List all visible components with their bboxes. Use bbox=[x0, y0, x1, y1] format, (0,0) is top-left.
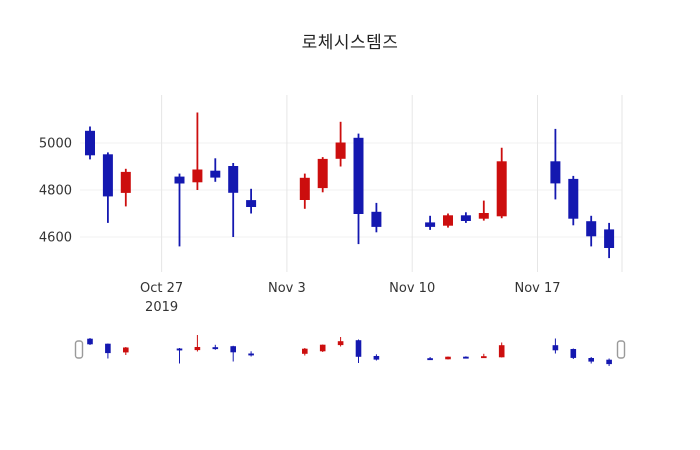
x-tick-sublabel: 2019 bbox=[145, 300, 178, 315]
mini-candle-body bbox=[498, 345, 505, 358]
candle-body[interactable] bbox=[586, 221, 597, 237]
mini-candle-body bbox=[480, 356, 487, 359]
candle-body[interactable] bbox=[120, 171, 131, 193]
candle-body[interactable] bbox=[299, 177, 310, 201]
x-tick-label: Nov 3 bbox=[268, 281, 306, 296]
candles-layer[interactable] bbox=[85, 112, 615, 259]
mini-candle-body bbox=[606, 359, 612, 365]
candle-body[interactable] bbox=[496, 161, 507, 217]
candle-body[interactable] bbox=[443, 215, 453, 226]
range-slider[interactable] bbox=[74, 335, 626, 366]
y-tick-label: 4600 bbox=[39, 231, 72, 246]
candle-body[interactable] bbox=[102, 154, 113, 197]
mini-candle-body bbox=[552, 345, 559, 351]
mini-candle-body bbox=[194, 346, 201, 351]
candle-body[interactable] bbox=[210, 170, 221, 178]
x-tick-label: Oct 27 bbox=[140, 281, 183, 296]
mini-candle-body bbox=[176, 348, 183, 351]
mini-candle-body bbox=[427, 358, 433, 361]
candle-body[interactable] bbox=[317, 158, 328, 189]
mini-candle-body bbox=[319, 344, 326, 352]
mini-candle-body bbox=[355, 340, 362, 357]
mini-candle-body bbox=[123, 347, 129, 353]
y-axis: 5000 4800 4600 bbox=[39, 137, 72, 246]
candle-body[interactable] bbox=[335, 142, 346, 159]
mini-candle-body bbox=[445, 356, 451, 360]
mini-candle-body bbox=[248, 353, 254, 356]
x-tick-label: Nov 10 bbox=[389, 281, 435, 296]
x-tick-label: Nov 17 bbox=[514, 281, 560, 296]
candle-body[interactable] bbox=[192, 169, 203, 183]
candle-body[interactable] bbox=[478, 213, 489, 219]
candle-body[interactable] bbox=[550, 161, 561, 184]
x-axis: Oct 27 2019 Nov 3 Nov 10 Nov 17 bbox=[140, 281, 561, 315]
mini-candle-body bbox=[463, 356, 469, 359]
candle-body[interactable] bbox=[228, 166, 239, 193]
range-slider-handle-right[interactable] bbox=[616, 340, 626, 359]
chart-title: 로체시스템즈 bbox=[301, 33, 399, 53]
candle-body[interactable] bbox=[425, 222, 436, 227]
candle-body[interactable] bbox=[174, 176, 185, 184]
mini-candle-body bbox=[301, 348, 308, 354]
y-tick-label: 5000 bbox=[39, 137, 72, 152]
gridlines bbox=[80, 95, 623, 272]
mini-candle-body bbox=[337, 341, 344, 346]
mini-candle-body bbox=[230, 346, 236, 353]
range-slider-handle-left[interactable] bbox=[74, 340, 84, 359]
mini-candle-body bbox=[87, 338, 93, 345]
mini-candle-body bbox=[373, 355, 380, 360]
y-tick-label: 4800 bbox=[39, 184, 72, 199]
candle-body[interactable] bbox=[371, 211, 382, 227]
mini-candle-body bbox=[570, 348, 577, 358]
candle-body[interactable] bbox=[568, 178, 579, 219]
mini-candle-body bbox=[212, 347, 219, 350]
mini-candle-body bbox=[588, 357, 595, 362]
candle-body[interactable] bbox=[353, 137, 364, 214]
mini-candle-body bbox=[105, 343, 111, 354]
candle-body[interactable] bbox=[460, 215, 471, 222]
candle-body[interactable] bbox=[85, 130, 95, 156]
candle-body[interactable] bbox=[246, 200, 257, 208]
candle-body[interactable] bbox=[604, 229, 615, 248]
